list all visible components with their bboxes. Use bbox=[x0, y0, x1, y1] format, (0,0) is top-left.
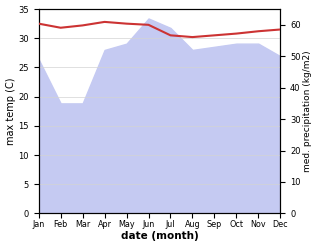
X-axis label: date (month): date (month) bbox=[121, 231, 198, 242]
Y-axis label: max temp (C): max temp (C) bbox=[5, 78, 16, 145]
Y-axis label: med. precipitation (kg/m2): med. precipitation (kg/m2) bbox=[303, 50, 313, 172]
